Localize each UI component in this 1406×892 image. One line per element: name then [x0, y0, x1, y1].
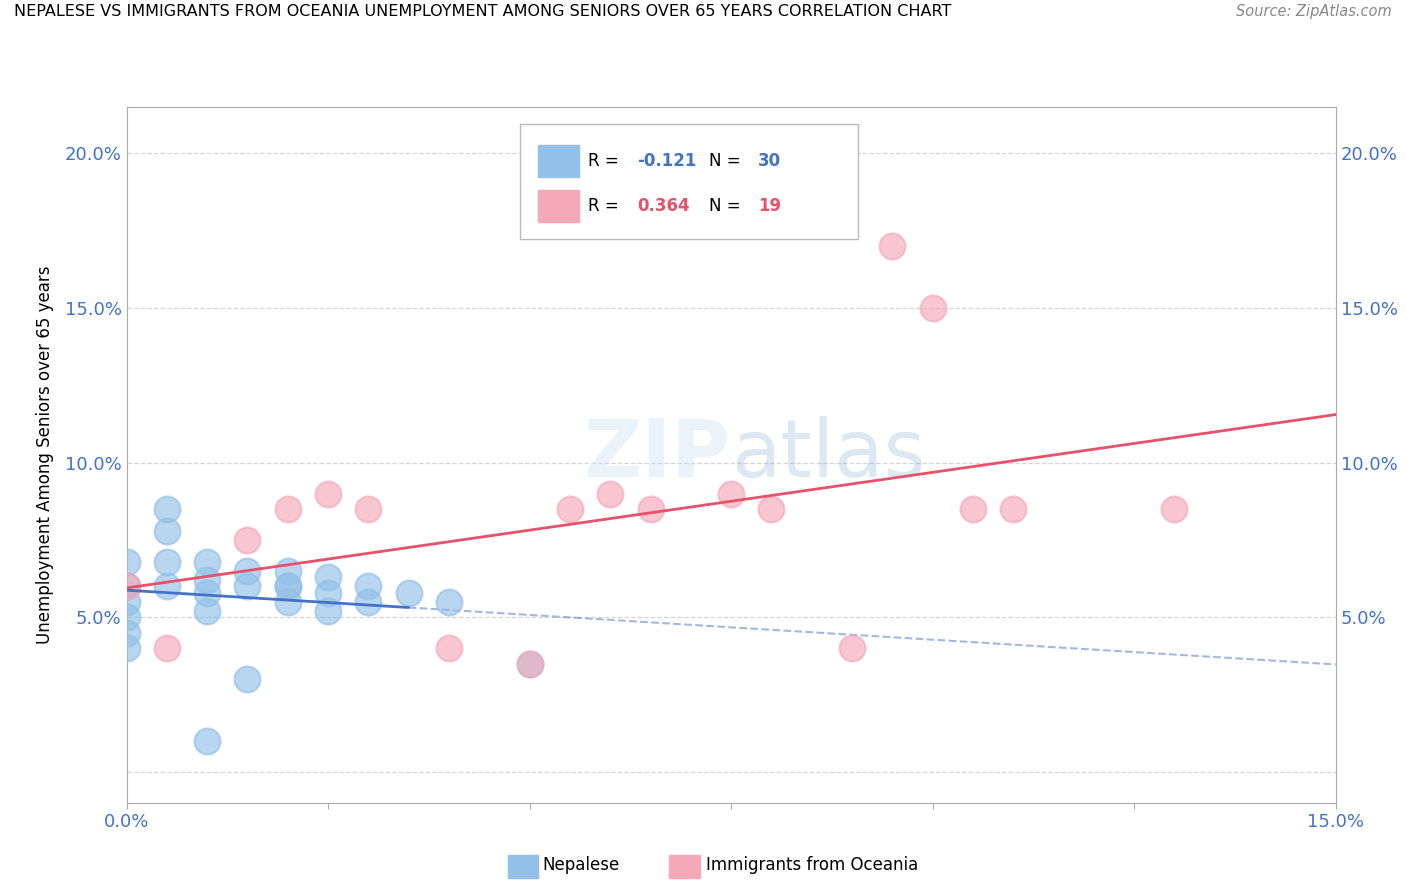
Point [195, 604, 218, 618]
FancyBboxPatch shape [537, 190, 579, 222]
Point [115, 625, 138, 640]
Text: R =: R = [589, 197, 624, 215]
Point [882, 239, 904, 253]
Point [156, 579, 179, 593]
Point [558, 502, 581, 516]
Point [437, 641, 460, 656]
Point [720, 486, 742, 500]
Point [236, 579, 259, 593]
Point [115, 579, 138, 593]
FancyBboxPatch shape [520, 124, 858, 239]
Point [156, 555, 179, 569]
Point [115, 610, 138, 624]
Point [1163, 502, 1185, 516]
Text: Source: ZipAtlas.com: Source: ZipAtlas.com [1236, 4, 1392, 20]
Point [841, 641, 863, 656]
Point [277, 502, 299, 516]
Point [357, 579, 380, 593]
Point [519, 657, 541, 671]
Point [921, 301, 943, 315]
Text: N =: N = [710, 153, 747, 170]
Point [115, 579, 138, 593]
Point [195, 585, 218, 599]
Point [195, 573, 218, 587]
Text: R =: R = [589, 153, 624, 170]
Point [316, 585, 339, 599]
Point [1002, 502, 1025, 516]
Text: N =: N = [710, 197, 747, 215]
Point [236, 533, 259, 547]
Point [236, 564, 259, 578]
Text: ZIP: ZIP [583, 416, 731, 494]
Point [195, 734, 218, 748]
Point [316, 604, 339, 618]
Point [437, 595, 460, 609]
Point [640, 502, 662, 516]
Point [357, 502, 380, 516]
Text: 19: 19 [758, 197, 780, 215]
Point [236, 672, 259, 686]
Point [962, 502, 984, 516]
Text: atlas: atlas [731, 416, 925, 494]
Point [519, 657, 541, 671]
Point [156, 502, 179, 516]
FancyBboxPatch shape [537, 145, 579, 178]
Text: Nepalese: Nepalese [543, 856, 620, 874]
Point [156, 641, 179, 656]
Point [316, 570, 339, 584]
Point [115, 641, 138, 656]
Point [277, 579, 299, 593]
Point [277, 579, 299, 593]
Point [195, 555, 218, 569]
Text: 30: 30 [758, 153, 780, 170]
Text: NEPALESE VS IMMIGRANTS FROM OCEANIA UNEMPLOYMENT AMONG SENIORS OVER 65 YEARS COR: NEPALESE VS IMMIGRANTS FROM OCEANIA UNEM… [14, 4, 952, 20]
Point [277, 595, 299, 609]
Point [357, 595, 380, 609]
Point [761, 502, 783, 516]
Text: -0.121: -0.121 [637, 153, 696, 170]
Point [156, 524, 179, 538]
Text: Immigrants from Oceania: Immigrants from Oceania [706, 856, 918, 874]
Y-axis label: Unemployment Among Seniors over 65 years: Unemployment Among Seniors over 65 years [35, 266, 53, 644]
Point [115, 595, 138, 609]
Text: 0.364: 0.364 [637, 197, 689, 215]
Point [599, 486, 621, 500]
Point [277, 564, 299, 578]
Point [316, 486, 339, 500]
Point [115, 555, 138, 569]
Point [398, 585, 420, 599]
